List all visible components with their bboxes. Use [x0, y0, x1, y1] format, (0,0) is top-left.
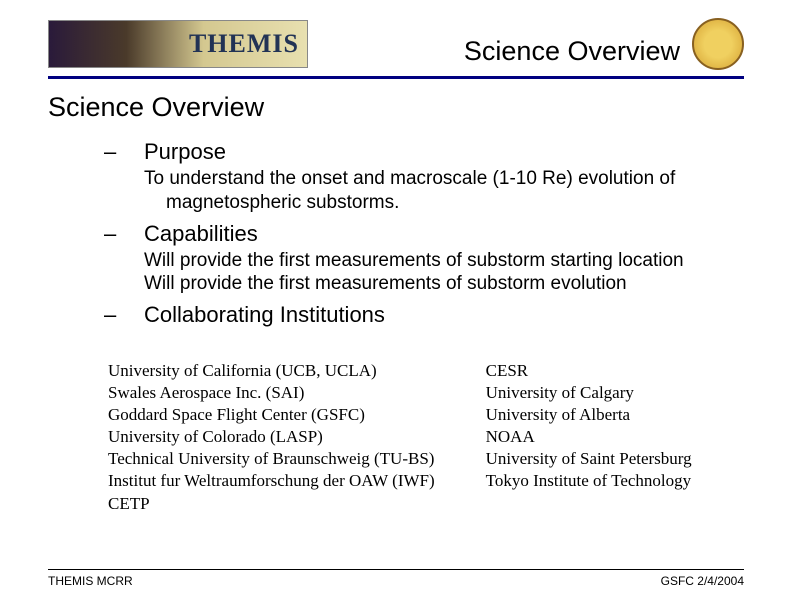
institution-item: Tokyo Institute of Technology	[486, 470, 744, 492]
institution-item: Swales Aerospace Inc. (SAI)	[108, 382, 486, 404]
institution-item: Goddard Space Flight Center (GSFC)	[108, 404, 486, 426]
institution-item: University of California (UCB, UCLA)	[108, 360, 486, 382]
institution-item: CETP	[108, 493, 486, 515]
institutions-right-column: CESR University of Calgary University of…	[486, 360, 744, 515]
themis-emblem-icon	[692, 18, 744, 70]
institution-item: NOAA	[486, 426, 744, 448]
institution-item: University of Calgary	[486, 382, 744, 404]
institution-item: University of Saint Petersburg	[486, 448, 744, 470]
dash-bullet: –	[104, 139, 144, 165]
slide-content: Science Overview – Purpose To understand…	[0, 78, 792, 515]
section-label: Capabilities	[144, 221, 258, 247]
institution-item: Institut fur Weltraumforschung der OAW (…	[108, 470, 486, 492]
dash-bullet: –	[104, 221, 144, 247]
footer-right: GSFC 2/4/2004	[661, 574, 744, 588]
slide-header: THEMIS Science Overview	[0, 0, 792, 78]
institution-item: University of Colorado (LASP)	[108, 426, 486, 448]
section-purpose: – Purpose To understand the onset and ma…	[48, 139, 744, 215]
footer-left: THEMIS MCRR	[48, 574, 133, 588]
section-label: Collaborating Institutions	[144, 302, 385, 328]
section-body-line: Will provide the first measurements of s…	[144, 249, 744, 273]
footer-rule	[48, 569, 744, 570]
section-body-line: Will provide the first measurements of s…	[144, 272, 744, 296]
dash-bullet: –	[104, 302, 144, 328]
section-label: Purpose	[144, 139, 226, 165]
header-title: Science Overview	[464, 36, 680, 67]
header-rule	[48, 76, 744, 79]
institution-item: Technical University of Braunschweig (TU…	[108, 448, 486, 470]
slide-footer: THEMIS MCRR GSFC 2/4/2004	[48, 569, 744, 588]
page-title: Science Overview	[48, 92, 744, 123]
section-body-line: To understand the onset and macroscale (…	[144, 167, 744, 215]
logo-text: THEMIS	[189, 29, 299, 59]
institution-item: University of Alberta	[486, 404, 744, 426]
section-capabilities: – Capabilities Will provide the first me…	[48, 221, 744, 297]
institution-item: CESR	[486, 360, 744, 382]
themis-logo-left: THEMIS	[48, 20, 308, 68]
institutions-left-column: University of California (UCB, UCLA) Swa…	[108, 360, 486, 515]
section-collaborating: – Collaborating Institutions	[48, 302, 744, 328]
institutions-columns: University of California (UCB, UCLA) Swa…	[48, 332, 744, 515]
